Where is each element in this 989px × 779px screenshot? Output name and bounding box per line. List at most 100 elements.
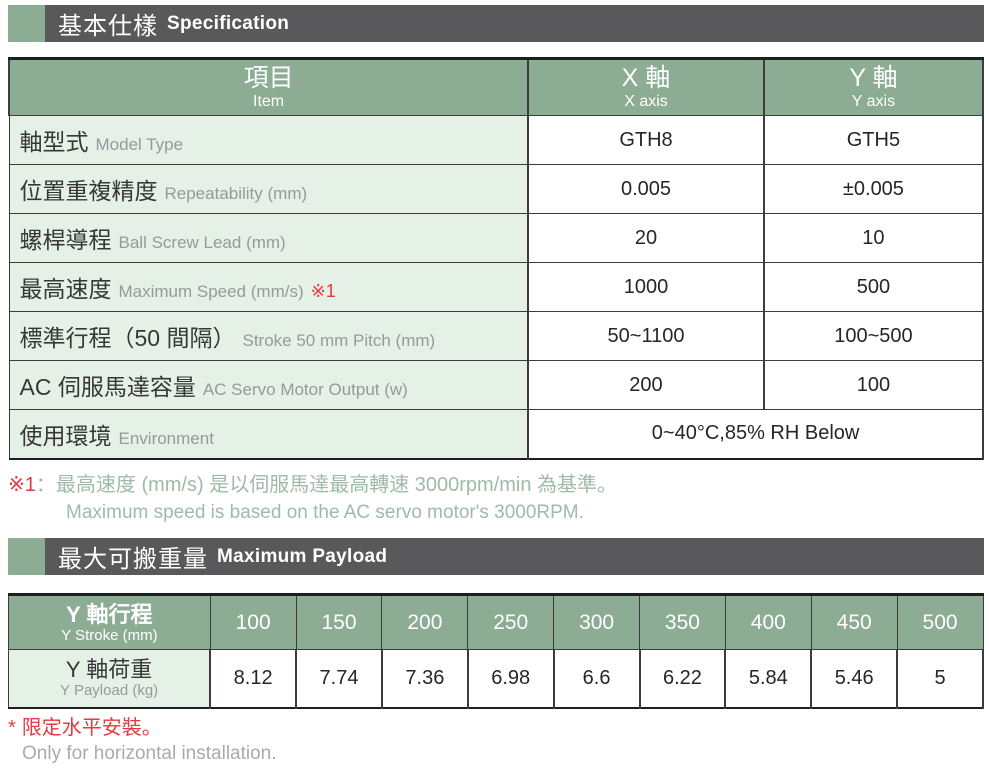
row-label: 螺桿導程 Ball Screw Lead (mm) — [8, 213, 529, 263]
spec-row-ball-screw-lead: 螺桿導程 Ball Screw Lead (mm) 20 10 — [8, 213, 985, 263]
stroke-header: 300 — [553, 594, 641, 651]
footnote-installation-zh-text: 限定水平安裝。 — [21, 716, 162, 739]
footnote-speed-zh: ※1：最高速度 (mm/s) 是以伺服馬達最高轉速 3000rpm/min 為基… — [8, 471, 984, 500]
stroke-header: 400 — [724, 594, 812, 651]
stroke-header: 200 — [381, 594, 469, 651]
col-header-y-en: Y axis — [851, 92, 896, 110]
spec-cell-environment: 0~40°C,85% RH Below — [527, 409, 984, 459]
spec-cell-y: 500 — [762, 262, 985, 312]
row-label: 標準行程（50 間隔） Stroke 50 mm Pitch (mm) — [8, 311, 529, 361]
section-title-bar: 基本仕樣 Specification — [45, 5, 984, 42]
payload-cell: 7.74 — [295, 649, 383, 709]
row-label-zh: 軸型式 — [19, 129, 89, 155]
payload-row-header-en: Y Stroke (mm) — [61, 626, 158, 644]
payload-cell: 6.98 — [466, 649, 555, 709]
spec-row-stroke: 標準行程（50 間隔） Stroke 50 mm Pitch (mm) 50~11… — [8, 311, 985, 361]
footnote-marker: ※1 — [8, 473, 36, 496]
spec-cell-y: GTH5 — [762, 115, 985, 165]
spec-cell-y: ±0.005 — [762, 164, 985, 214]
stroke-header: 250 — [467, 594, 555, 651]
spec-cell-y: 100~500 — [762, 311, 985, 361]
row-label-en: Maximum Speed (mm/s) — [118, 282, 304, 301]
footnote-asterisk: * — [8, 716, 16, 739]
section-header-specification: 基本仕樣 Specification — [8, 5, 984, 42]
col-header-x-en: X axis — [624, 92, 668, 110]
col-header-item: 項目 Item — [7, 58, 530, 116]
payload-row-header: Y 軸行程 Y Stroke (mm) — [8, 594, 211, 651]
spec-cell-y: 10 — [762, 213, 985, 263]
spec-table: 項目 Item X 軸 X axis Y 軸 Y axis 軸型式 Model T… — [7, 57, 985, 460]
footnote-installation: * 限定水平安裝。 Only for horizontal installatio… — [8, 714, 984, 767]
payload-cell: 5.46 — [810, 649, 899, 709]
stroke-header: 350 — [639, 594, 726, 651]
payload-header-row: Y 軸行程 Y Stroke (mm) 100 150 200 250 300 … — [8, 594, 984, 651]
payload-cell: 5.84 — [724, 649, 813, 709]
payload-cell: 6.6 — [552, 649, 641, 709]
col-header-item-en: Item — [253, 92, 285, 110]
payload-row-label-en: Y Payload (kg) — [60, 682, 159, 700]
spec-row-model-type: 軸型式 Model Type GTH8 GTH5 — [8, 115, 985, 165]
payload-row-label-zh: Y 軸荷重 — [65, 657, 153, 683]
stroke-header: 500 — [896, 594, 984, 651]
stroke-header: 450 — [810, 594, 898, 651]
spec-row-maximum-speed: 最高速度 Maximum Speed (mm/s) ※1 1000 500 — [8, 262, 985, 312]
section-title-zh: 基本仕樣 — [58, 13, 158, 40]
row-label: 使用環境 Environment — [8, 409, 529, 459]
spec-row-servo-output: AC 伺服馬達容量 AC Servo Motor Output (w) 200 1… — [8, 360, 985, 410]
row-label-zh: 最高速度 — [19, 276, 112, 302]
footnote-speed-en: Maximum speed is based on the AC servo m… — [66, 501, 584, 523]
footnote-speed: ※1：最高速度 (mm/s) 是以伺服馬達最高轉速 3000rpm/min 為基… — [8, 471, 984, 526]
spec-cell-x: 1000 — [527, 262, 765, 312]
row-label: 最高速度 Maximum Speed (mm/s) ※1 — [8, 262, 529, 312]
col-header-item-zh: 項目 — [243, 64, 294, 93]
row-label: AC 伺服馬達容量 AC Servo Motor Output (w) — [8, 360, 529, 410]
footnote-speed-zh-text: ：最高速度 (mm/s) 是以伺服馬達最高轉速 3000rpm/min 為基準。 — [35, 473, 618, 496]
row-label-zh: AC 伺服馬達容量 — [19, 374, 196, 400]
payload-cell: 8.12 — [209, 649, 298, 709]
spec-cell-y: 100 — [762, 360, 985, 410]
section-title-zh: 最大可搬重量 — [58, 546, 208, 574]
row-label-en: AC Servo Motor Output (w) — [202, 380, 408, 399]
section-title-bar: 最大可搬重量 Maximum Payload — [45, 538, 984, 576]
row-label-en: Environment — [118, 428, 214, 448]
section-title-en: Specification — [167, 12, 290, 34]
row-label-en: Stroke 50 mm Pitch (mm) — [242, 331, 436, 350]
col-header-x-zh: X 軸 — [621, 64, 671, 93]
spec-row-repeatability: 位置重複精度 Repeatability (mm) 0.005 ±0.005 — [8, 164, 985, 214]
spec-row-environment: 使用環境 Environment 0~40°C,85% RH Below — [8, 409, 984, 459]
payload-row-label: Y 軸荷重 Y Payload (kg) — [8, 649, 211, 709]
row-label-en: Ball Screw Lead (mm) — [118, 233, 286, 252]
section-accent-square — [8, 5, 45, 42]
row-label: 軸型式 Model Type — [8, 115, 529, 165]
payload-data-row: Y 軸荷重 Y Payload (kg) 8.12 7.74 7.36 6.98… — [8, 649, 984, 709]
spec-cell-x: GTH8 — [527, 115, 765, 165]
payload-cell: 5 — [896, 649, 984, 709]
payload-row-header-zh: Y 軸行程 — [66, 601, 153, 627]
stroke-header: 150 — [295, 594, 383, 651]
col-header-y-axis: Y 軸 Y axis — [762, 58, 985, 116]
row-label-zh: 標準行程（50 間隔） — [19, 325, 236, 351]
section-title-en: Maximum Payload — [217, 545, 388, 567]
spec-header-row: 項目 Item X 軸 X axis Y 軸 Y axis — [7, 58, 985, 116]
footnote-installation-zh: * 限定水平安裝。 — [8, 714, 984, 742]
col-header-x-axis: X 軸 X axis — [527, 58, 765, 116]
spec-cell-x: 50~1100 — [527, 311, 765, 361]
spec-cell-x: 0.005 — [527, 164, 765, 214]
note-reference-marker: ※1 — [310, 281, 336, 301]
section-header-payload: 最大可搬重量 Maximum Payload — [8, 538, 984, 576]
payload-table: Y 軸行程 Y Stroke (mm) 100 150 200 250 300 … — [8, 593, 984, 709]
row-label-zh: 使用環境 — [19, 422, 112, 449]
col-header-y-zh: Y 軸 — [849, 64, 898, 93]
section-accent-square — [8, 538, 45, 576]
stroke-header: 100 — [209, 594, 297, 651]
row-label-en: Model Type — [95, 135, 184, 154]
row-label-zh: 螺桿導程 — [19, 227, 112, 253]
row-label: 位置重複精度 Repeatability (mm) — [8, 164, 529, 214]
footnote-installation-en: Only for horizontal installation. — [22, 742, 277, 764]
spec-cell-x: 200 — [527, 360, 765, 410]
payload-cell: 6.22 — [638, 649, 727, 709]
spec-cell-x: 20 — [527, 213, 765, 263]
payload-cell: 7.36 — [380, 649, 469, 709]
row-label-en: Repeatability (mm) — [164, 184, 308, 203]
